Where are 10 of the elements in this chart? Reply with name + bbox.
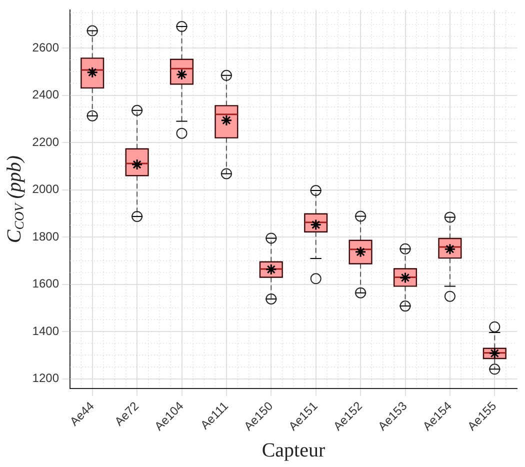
y-tick-label: 1600 (32, 276, 60, 291)
y-tick-label: 2400 (32, 88, 60, 102)
y-axis-title: CCOV (ppb) (3, 155, 26, 244)
y-tick-label: 1200 (32, 371, 60, 386)
y-tick-label: 1400 (32, 324, 60, 338)
y-tick-label: 1800 (32, 229, 60, 244)
y-tick-label: 2600 (32, 40, 60, 54)
x-axis-title: Capteur (262, 439, 326, 462)
y-tick-label: 2000 (32, 182, 60, 196)
y-tick-label: 2200 (32, 134, 60, 149)
